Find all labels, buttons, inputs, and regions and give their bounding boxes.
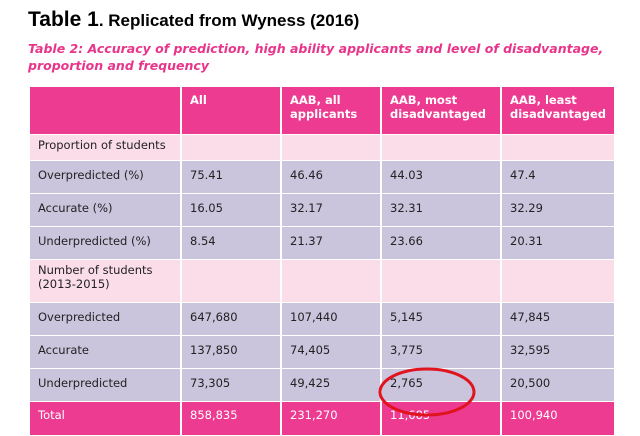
cell: 75.41	[182, 161, 280, 194]
title-label: Table 1	[28, 8, 99, 31]
cell	[382, 260, 500, 303]
cell: 137,850	[182, 336, 280, 369]
cell: 32.17	[282, 194, 380, 227]
table-caption: Table 2: Accuracy of prediction, high ab…	[28, 41, 604, 73]
header-cell: All	[182, 87, 280, 135]
cell: 11,685	[382, 402, 500, 436]
row-label: Overpredicted	[30, 303, 180, 336]
cell: 47,845	[502, 303, 614, 336]
cell: 5,145	[382, 303, 500, 336]
cell: 32.31	[382, 194, 500, 227]
cell: 858,835	[182, 402, 280, 436]
title-text: . Replicated from Wyness (2016)	[98, 11, 360, 30]
cell: 8.54	[182, 227, 280, 260]
row-label: Underpredicted	[30, 369, 180, 402]
cell: 21.37	[282, 227, 380, 260]
total-row: Total 858,835 231,270 11,685 100,940	[30, 402, 614, 436]
data-row: Overpredicted 647,680 107,440 5,145 47,845	[30, 303, 614, 336]
cell: 32,595	[502, 336, 614, 369]
data-row: Accurate 137,850 74,405 3,775 32,595	[30, 336, 614, 369]
cell: 44.03	[382, 161, 500, 194]
cell	[282, 135, 380, 161]
table-body: All AAB, all applicants AAB, most disadvan…	[30, 87, 614, 436]
cell: 20.31	[502, 227, 614, 260]
header-row: All AAB, all applicants AAB, most disadvan…	[30, 87, 614, 135]
cell: 647,680	[182, 303, 280, 336]
cell	[382, 135, 500, 161]
cell: 100,940	[502, 402, 614, 436]
cell: 23.66	[382, 227, 500, 260]
data-row: Underpredicted (%) 8.54 21.37 23.66 20.31	[30, 227, 614, 260]
row-label: Underpredicted (%)	[30, 227, 180, 260]
header-cell: AAB, least disadvantaged	[502, 87, 614, 135]
row-label: Accurate	[30, 336, 180, 369]
header-cell: AAB, all applicants	[282, 87, 380, 135]
row-label: Overpredicted (%)	[30, 161, 180, 194]
section-row: Number of students (2013-2015)	[30, 260, 614, 303]
title: Table 1. Replicated from Wyness (2016)	[28, 8, 359, 32]
cell	[282, 260, 380, 303]
table: All AAB, all applicants AAB, most disadvan…	[28, 87, 616, 436]
cell	[182, 260, 280, 303]
cell: 46.46	[282, 161, 380, 194]
cell: 231,270	[282, 402, 380, 436]
cell	[502, 260, 614, 303]
cell: 32.29	[502, 194, 614, 227]
data-row: Underpredicted 73,305 49,425 2,765 20,500	[30, 369, 614, 402]
row-label: Accurate (%)	[30, 194, 180, 227]
cell: 47.4	[502, 161, 614, 194]
cell: 49,425	[282, 369, 380, 402]
cell: 3,775	[382, 336, 500, 369]
cell: 107,440	[282, 303, 380, 336]
row-label: Number of students (2013-2015)	[30, 260, 180, 303]
cell: 16.05	[182, 194, 280, 227]
data-row: Accurate (%) 16.05 32.17 32.31 32.29	[30, 194, 614, 227]
row-label: Proportion of students	[30, 135, 180, 161]
cell: 73,305	[182, 369, 280, 402]
cell: 20,500	[502, 369, 614, 402]
section-row: Proportion of students	[30, 135, 614, 161]
header-cell: AAB, most disadvantaged	[382, 87, 500, 135]
cell: 2,765	[382, 369, 500, 402]
row-label: Total	[30, 402, 180, 436]
cell: 74,405	[282, 336, 380, 369]
cell	[182, 135, 280, 161]
data-row: Overpredicted (%) 75.41 46.46 44.03 47.4	[30, 161, 614, 194]
cell	[502, 135, 614, 161]
header-cell	[30, 87, 180, 135]
